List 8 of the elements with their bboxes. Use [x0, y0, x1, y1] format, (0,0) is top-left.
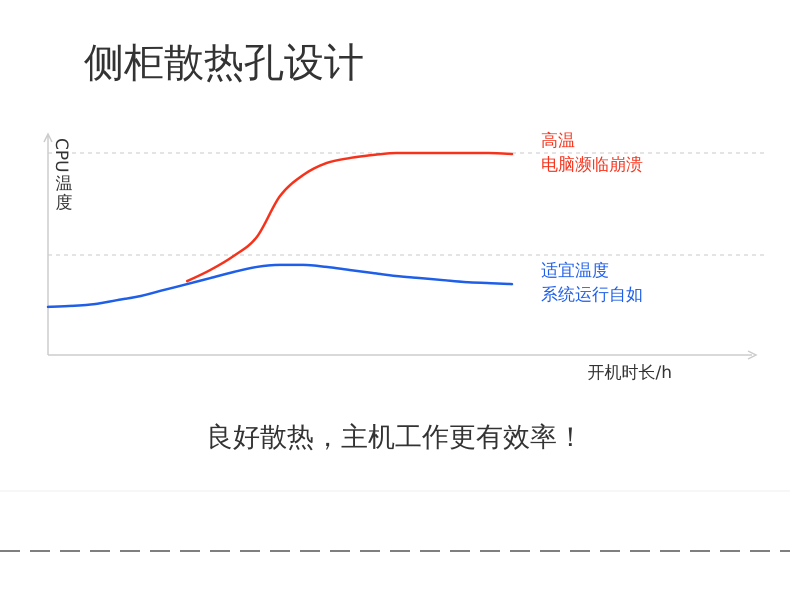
- text: 电脑濒临崩溃: [541, 155, 643, 176]
- series-label: 高温: [541, 131, 575, 152]
- y-axis-title: CPU温度: [51, 138, 72, 213]
- series-label: 适宜温度: [541, 261, 609, 282]
- text: 系统运行自如: [541, 285, 643, 306]
- chart-title: 侧柜散热孔设计: [84, 40, 364, 86]
- x-axis-title: 开机时长/h: [587, 363, 672, 383]
- text: 良好散热，主机工作更有效率！: [206, 422, 584, 453]
